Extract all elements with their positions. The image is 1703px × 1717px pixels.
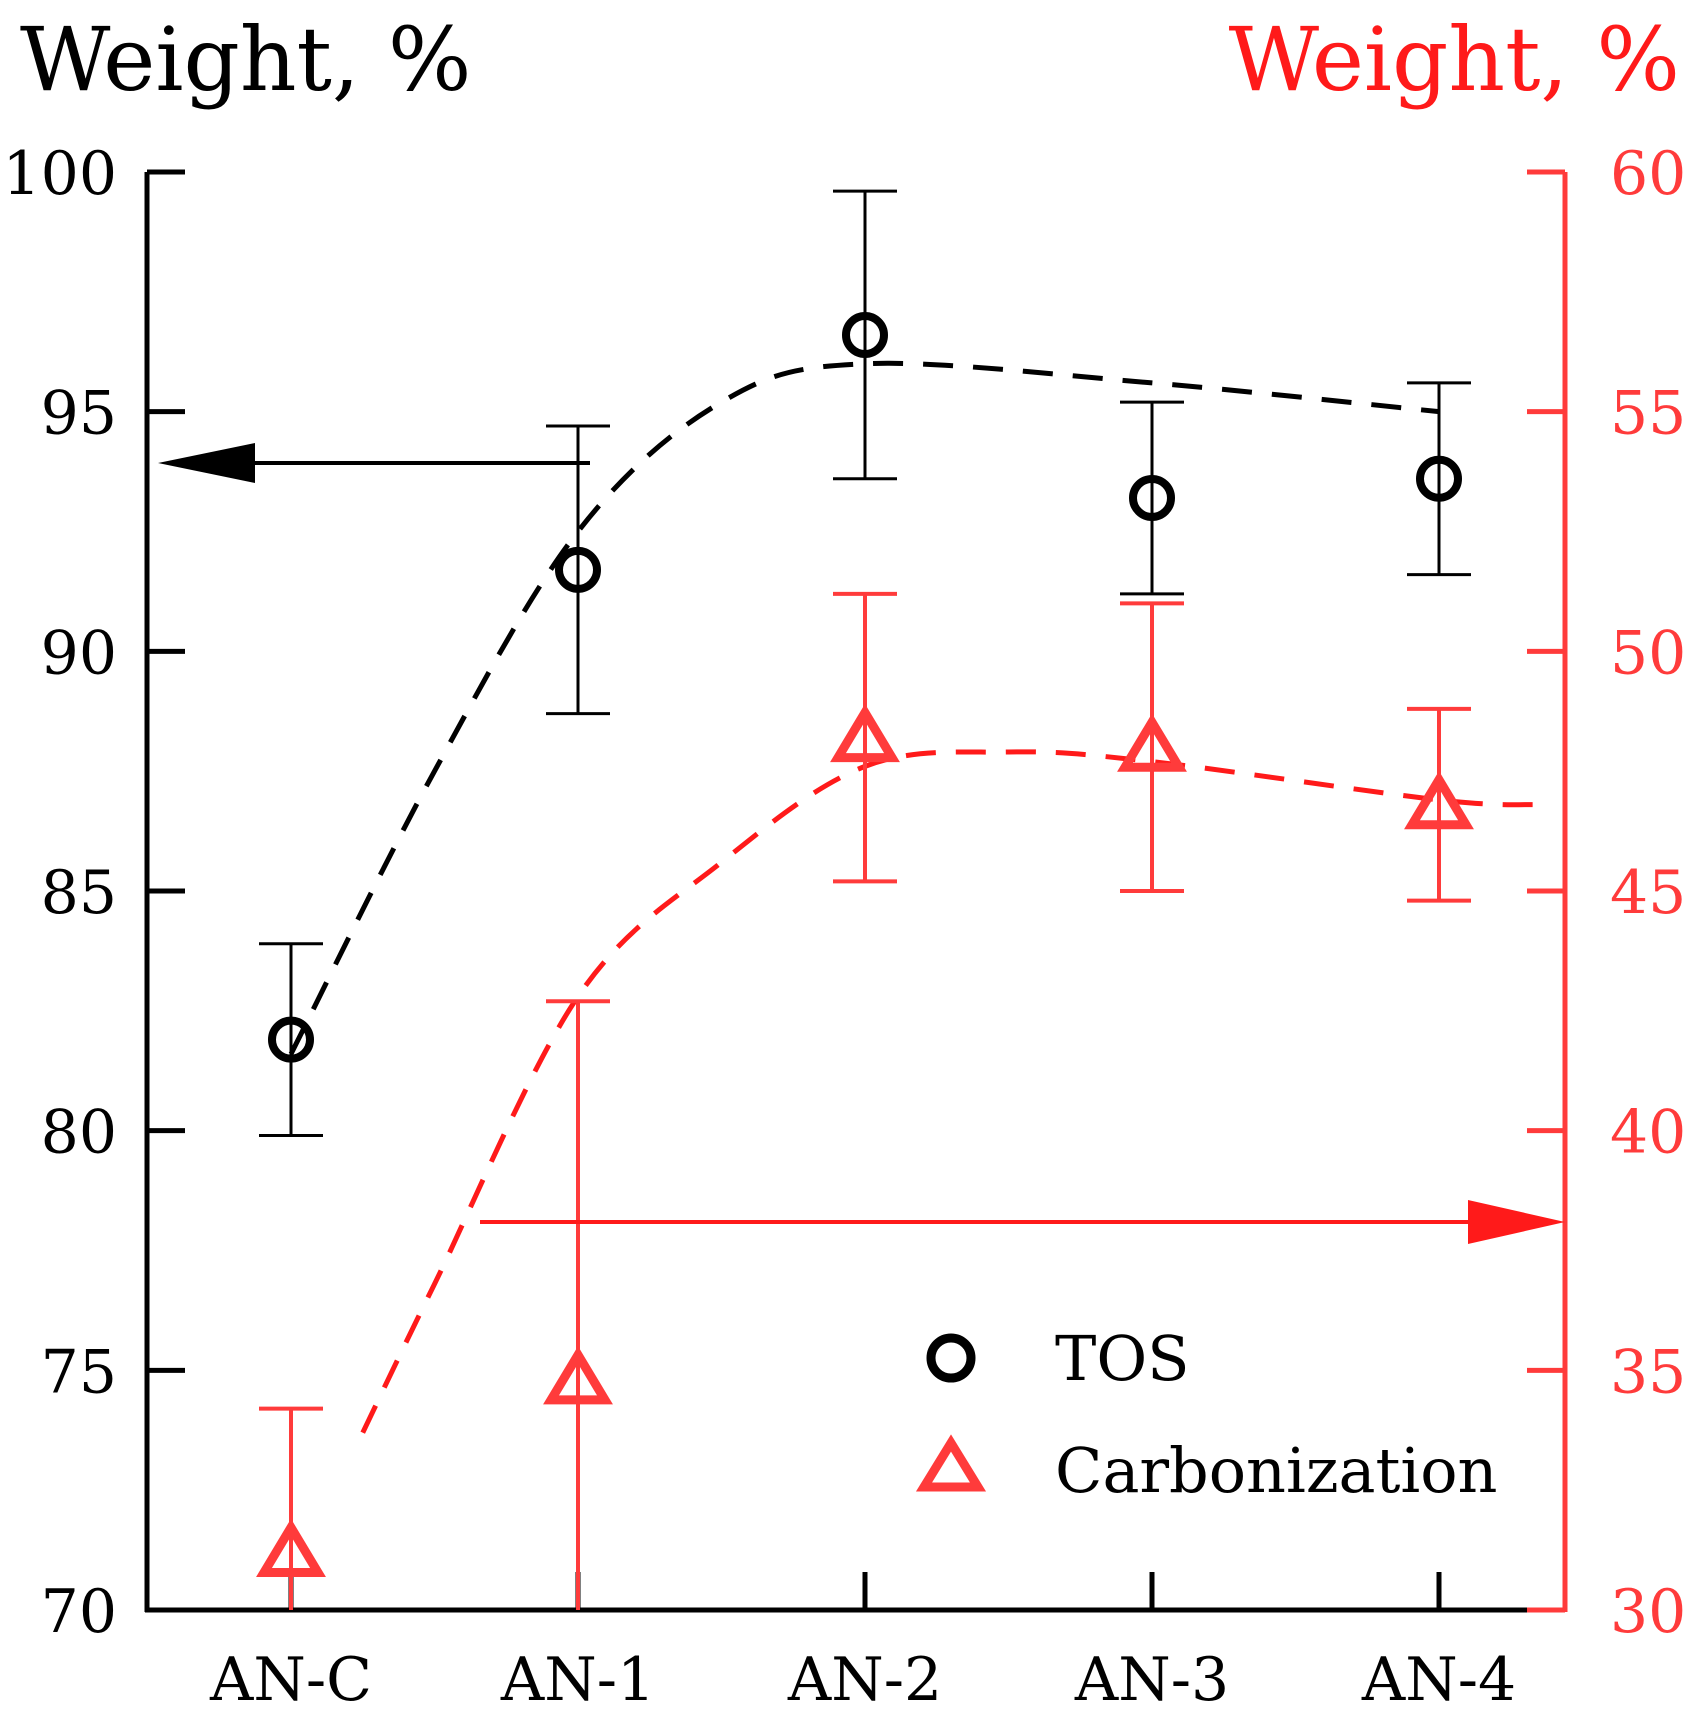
right-axis-ticks: 30 35 40 45 50 55 60 (1527, 139, 1686, 1647)
axes-frame (144, 172, 1568, 1613)
left-tick-label: 90 (41, 618, 117, 688)
x-tick-label: AN-4 (1361, 1645, 1516, 1715)
legend-marker-carbonization (915, 1434, 987, 1492)
legend-marker-tos (926, 1333, 976, 1383)
right-tick-label: 55 (1610, 379, 1686, 449)
x-tick-label: AN-C (209, 1645, 372, 1715)
trend-line-carbonization (360, 749, 1540, 1434)
marker-carbonization (1117, 713, 1187, 772)
right-tick-label: 60 (1610, 139, 1686, 209)
legend-label-carbonization: Carbonization (1055, 1434, 1497, 1507)
left-axis-title: Weight, % (20, 8, 471, 111)
marker-carbonization (830, 703, 900, 763)
marker-carbonization (543, 1346, 613, 1405)
x-tick-label: AN-3 (1074, 1645, 1229, 1715)
left-tick-label: 100 (2, 139, 117, 209)
right-axis-title: Weight, % (1229, 8, 1680, 111)
marker-carbonization (256, 1518, 326, 1577)
marker-tos (1129, 474, 1175, 521)
x-tick-label: AN-1 (500, 1645, 655, 1715)
left-tick-label: 95 (41, 379, 117, 449)
left-tick-label: 75 (41, 1337, 117, 1407)
marker-tos (1416, 455, 1462, 502)
right-tick-label: 45 (1610, 858, 1686, 928)
left-tick-label: 85 (41, 858, 117, 928)
right-tick-label: 40 (1610, 1098, 1686, 1168)
left-axis-ticks: 70 75 80 85 90 95 100 (2, 139, 185, 1647)
trend-lines (288, 360, 1540, 1434)
x-tick-label: AN-2 (787, 1645, 942, 1715)
right-tick-label: 35 (1610, 1337, 1686, 1407)
marker-tos (268, 1016, 314, 1063)
legend-label-tos: TOS (1055, 1322, 1190, 1395)
right-tick-label: 50 (1610, 618, 1686, 688)
marker-carbonization (1404, 770, 1474, 830)
marker-tos (842, 311, 888, 358)
right-axis-arrow (480, 1200, 1565, 1244)
legend: TOS Carbonization (915, 1322, 1497, 1507)
x-axis-ticks: AN-C AN-1 AN-2 AN-3 AN-4 (209, 1572, 1516, 1715)
trend-line-tos (288, 360, 1440, 1056)
error-bars (259, 189, 1471, 1610)
left-axis-arrow (158, 443, 590, 483)
right-tick-label: 30 (1610, 1577, 1686, 1647)
data-markers (256, 311, 1474, 1577)
marker-tos (555, 546, 601, 593)
left-tick-label: 70 (41, 1577, 117, 1647)
left-tick-label: 80 (41, 1098, 117, 1168)
